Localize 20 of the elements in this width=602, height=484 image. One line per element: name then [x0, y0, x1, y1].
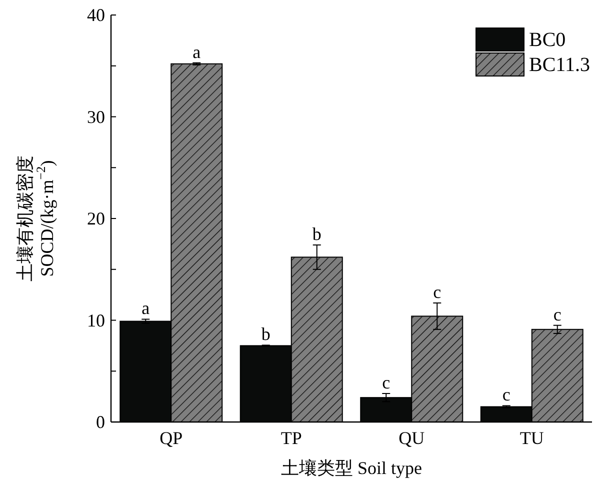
y-tick-label: 40: [87, 5, 105, 25]
annotation: c: [433, 282, 442, 302]
annotation: a: [192, 42, 201, 62]
annotation: b: [261, 324, 270, 344]
x-axis-title: 土壤类型 Soil type: [280, 458, 422, 478]
x-tick-label: TP: [280, 428, 302, 448]
annotation: a: [142, 298, 150, 318]
y-tick-label: 30: [87, 106, 105, 127]
y-tick-label: 20: [87, 208, 105, 228]
annotation: c: [553, 304, 562, 324]
annotation: b: [312, 224, 322, 244]
x-tick-label: QP: [160, 428, 183, 448]
annotation: c: [382, 372, 390, 393]
legend-label: BC0: [529, 29, 566, 51]
x-tick-label: QU: [398, 428, 425, 448]
legend-label: BC11.3: [529, 54, 590, 76]
y-tick-label: 0: [96, 412, 105, 432]
y-tick-label: 10: [87, 310, 105, 330]
annotation: c: [502, 384, 510, 405]
x-tick-label: TU: [520, 428, 544, 448]
